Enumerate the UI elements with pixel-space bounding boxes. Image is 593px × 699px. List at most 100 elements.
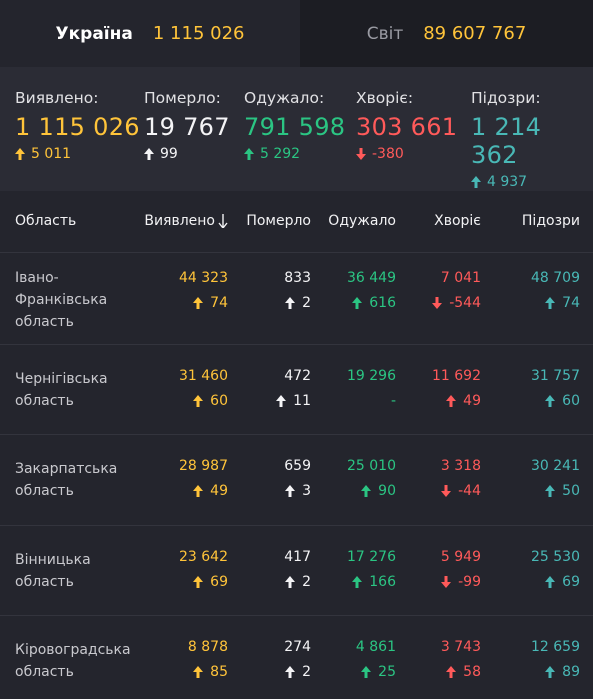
died-value: 833 — [284, 270, 311, 286]
tab-ukraine[interactable]: Україна 1 115 026 — [0, 0, 300, 67]
summary-suspected-label: Підозри: — [471, 89, 541, 107]
recovered-delta: 616 — [352, 295, 396, 311]
summary-recovered-label: Одужало: — [244, 89, 325, 107]
table-row[interactable]: Чернігівська область 31 460 60 472 11 19 296 - 1… — [0, 345, 593, 435]
header-region[interactable]: Область — [15, 213, 77, 229]
arrow-up-icon — [352, 297, 363, 309]
died-delta: 3 — [285, 483, 311, 499]
recovered-delta-value: 90 — [378, 483, 396, 499]
suspected-value: 30 241 — [531, 458, 580, 474]
summary-detected-value: 1 115 026 — [15, 113, 140, 141]
region-name: Чернігівська область — [15, 368, 135, 412]
arrow-down-icon — [441, 576, 452, 588]
arrow-up-icon — [545, 666, 556, 678]
detected-value: 31 460 — [179, 368, 228, 384]
detected-value: 23 642 — [179, 549, 228, 565]
summary-died-value: 19 767 — [144, 113, 230, 141]
recovered-delta: 90 — [361, 483, 396, 499]
tab-world[interactable]: Світ 89 607 767 — [300, 0, 593, 67]
header-died[interactable]: Померло — [246, 213, 311, 229]
arrow-up-icon — [285, 297, 296, 309]
table-row[interactable]: Кіровоградська область 8 878 85 274 2 4 861 25 3… — [0, 616, 593, 699]
region-name: Вінницька область — [15, 549, 135, 593]
sort-down-icon — [218, 214, 228, 228]
summary-died-delta-value: 99 — [160, 146, 178, 162]
detected-value: 28 987 — [179, 458, 228, 474]
table-row[interactable]: Закарпатська область 28 987 49 659 3 25 010 90 3… — [0, 435, 593, 526]
suspected-value: 48 709 — [531, 270, 580, 286]
sick-delta-value: -44 — [458, 483, 481, 499]
sick-delta: -44 — [441, 483, 481, 499]
summary-recovered-delta: 5 292 — [244, 146, 345, 162]
died-delta: 2 — [285, 664, 311, 680]
header-sick[interactable]: Хворіє — [434, 213, 481, 229]
recovered-delta: - — [391, 393, 396, 409]
died-value: 472 — [284, 368, 311, 384]
arrow-up-icon — [193, 297, 204, 309]
header-recovered[interactable]: Одужало — [328, 213, 396, 229]
suspected-delta: 69 — [545, 574, 580, 590]
recovered-delta-value: 166 — [369, 574, 396, 590]
summary-detected-label: Виявлено: — [15, 89, 99, 107]
summary-detected: Виявлено: 1 115 026 5 011 — [15, 89, 140, 162]
region-name-line: Кіровоградська — [15, 642, 131, 658]
summary-sick-value: 303 661 — [356, 113, 458, 141]
recovered-value: 36 449 — [347, 270, 396, 286]
sick-delta: -544 — [432, 295, 481, 311]
table-body: Івано- Франківська область 44 323 74 833 2 36 4… — [0, 253, 593, 699]
recovered-value: 25 010 — [347, 458, 396, 474]
suspected-value: 25 530 — [531, 549, 580, 565]
detected-value: 44 323 — [179, 270, 228, 286]
header-suspected[interactable]: Підозри — [521, 213, 580, 229]
arrow-up-icon — [285, 576, 296, 588]
recovered-delta-value: 616 — [369, 295, 396, 311]
detected-delta: 60 — [193, 393, 228, 409]
recovered-delta: 25 — [361, 664, 396, 680]
summary-sick-delta-value: -380 — [372, 146, 404, 162]
arrow-up-icon — [15, 148, 25, 160]
suspected-delta: 89 — [545, 664, 580, 680]
summary-died: Померло: 19 767 99 — [144, 89, 230, 162]
arrow-up-icon — [285, 666, 296, 678]
arrow-up-icon — [276, 395, 287, 407]
died-value: 659 — [284, 458, 311, 474]
arrow-up-icon — [193, 395, 204, 407]
summary-suspected-delta: 4 937 — [471, 174, 593, 190]
arrow-up-icon — [244, 148, 254, 160]
summary-recovered-value: 791 598 — [244, 113, 346, 141]
died-delta: 11 — [276, 393, 311, 409]
arrow-up-icon — [545, 576, 556, 588]
detected-value: 8 878 — [187, 639, 228, 655]
summary-panel: Виявлено: 1 115 026 5 011 Померло: 19 76… — [0, 67, 593, 191]
sick-delta-value: 58 — [463, 664, 481, 680]
suspected-delta-value: 60 — [562, 393, 580, 409]
suspected-delta-value: 69 — [562, 574, 580, 590]
died-delta-value: 3 — [302, 483, 311, 499]
detected-delta-value: 49 — [210, 483, 228, 499]
table-row[interactable]: Івано- Франківська область 44 323 74 833 2 36 4… — [0, 253, 593, 345]
detected-delta: 74 — [193, 295, 228, 311]
region-name-line: область — [15, 483, 74, 499]
arrow-down-icon — [356, 148, 366, 160]
summary-suspected-value: 1 214 362 — [471, 113, 542, 169]
died-value: 274 — [284, 639, 311, 655]
suspected-delta: 74 — [545, 295, 580, 311]
suspected-delta: 60 — [545, 393, 580, 409]
sick-value: 3 318 — [440, 458, 481, 474]
header-detected[interactable]: Виявлено — [144, 213, 228, 229]
detected-delta: 85 — [193, 664, 228, 680]
header-detected-label: Виявлено — [144, 213, 215, 229]
died-delta-value: 2 — [302, 574, 311, 590]
arrow-up-icon — [446, 666, 457, 678]
sick-delta-value: -99 — [458, 574, 481, 590]
table-row[interactable]: Вінницька область 23 642 69 417 2 17 276 166 5 9… — [0, 526, 593, 616]
sick-value: 5 949 — [440, 549, 481, 565]
table-header: Область Виявлено Померло Одужало Хворіє … — [0, 191, 593, 253]
sick-delta: -99 — [441, 574, 481, 590]
regions-table: Область Виявлено Померло Одужало Хворіє … — [0, 191, 593, 699]
died-delta: 2 — [285, 574, 311, 590]
summary-died-label: Померло: — [144, 89, 221, 107]
summary-sick: Хворіє: 303 661 -380 — [356, 89, 457, 162]
suspected-value: 31 757 — [531, 368, 580, 384]
arrow-up-icon — [193, 576, 204, 588]
